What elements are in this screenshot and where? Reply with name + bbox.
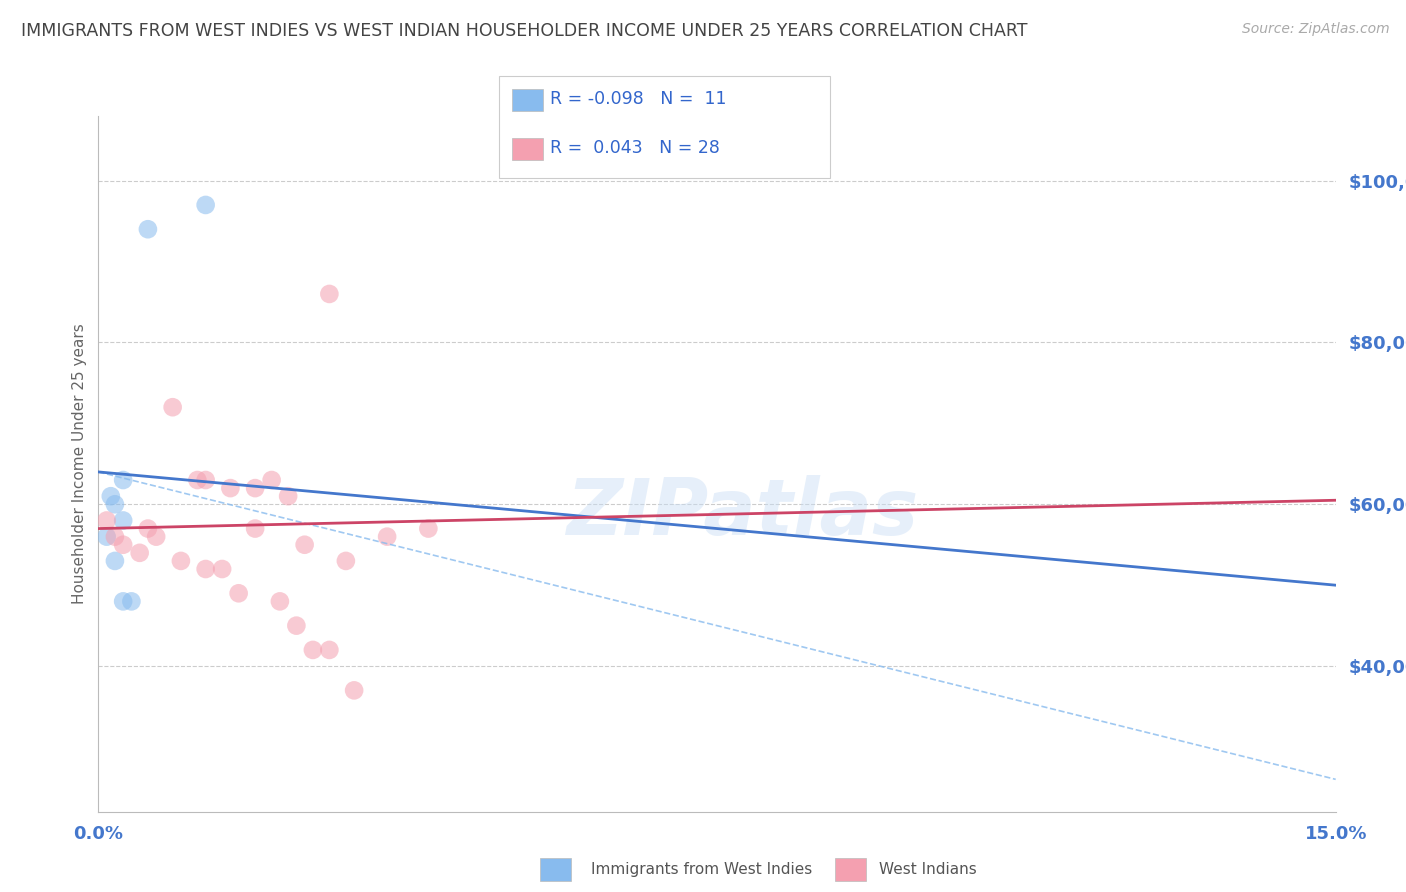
Point [269,594,291,608]
Point [112,538,135,552]
Text: ZIPatlas: ZIPatlas [565,475,918,550]
Point [112,473,135,487]
Point [96,530,118,544]
Point [228,586,250,600]
Point [104,554,127,568]
Text: West Indians: West Indians [879,863,977,877]
Point [112,513,135,527]
Point [186,473,208,487]
Point [318,287,340,301]
Point [194,473,217,487]
Point [375,530,398,544]
Point [112,594,135,608]
Point [145,530,167,544]
Text: R = -0.098   N =  11: R = -0.098 N = 11 [550,90,727,108]
Point [418,522,440,536]
Point [128,546,150,560]
Point [162,401,184,415]
Point [335,554,357,568]
Text: IMMIGRANTS FROM WEST INDIES VS WEST INDIAN HOUSEHOLDER INCOME UNDER 25 YEARS COR: IMMIGRANTS FROM WEST INDIES VS WEST INDI… [21,22,1028,40]
Point [285,618,308,632]
Point [277,489,299,503]
Point [243,522,266,536]
Point [260,473,283,487]
Point [194,562,217,576]
Point [96,513,118,527]
Point [294,538,316,552]
Point [343,683,366,698]
Point [104,497,127,511]
Point [194,198,217,212]
Point [219,481,242,495]
Point [100,489,122,503]
Point [120,594,142,608]
Point [302,643,325,657]
Point [318,643,340,657]
Point [136,522,159,536]
Text: R =  0.043   N = 28: R = 0.043 N = 28 [550,139,720,157]
Point [211,562,233,576]
Point [170,554,193,568]
Text: Immigrants from West Indies: Immigrants from West Indies [591,863,811,877]
Point [243,481,266,495]
Point [136,222,159,236]
Point [104,530,127,544]
Y-axis label: Householder Income Under 25 years: Householder Income Under 25 years [72,324,87,604]
Text: Source: ZipAtlas.com: Source: ZipAtlas.com [1241,22,1389,37]
